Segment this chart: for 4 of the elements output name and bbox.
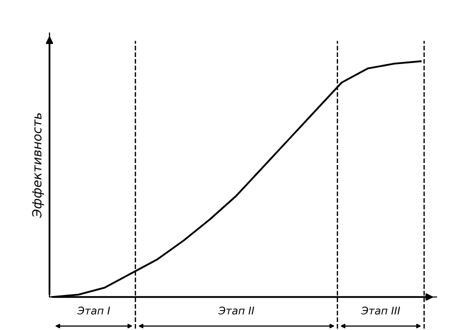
y-axis-title: Эффективность [32, 113, 44, 218]
text: Этап II [218, 306, 254, 315]
text: Этап I [77, 306, 110, 315]
text: Этап III [361, 306, 400, 315]
